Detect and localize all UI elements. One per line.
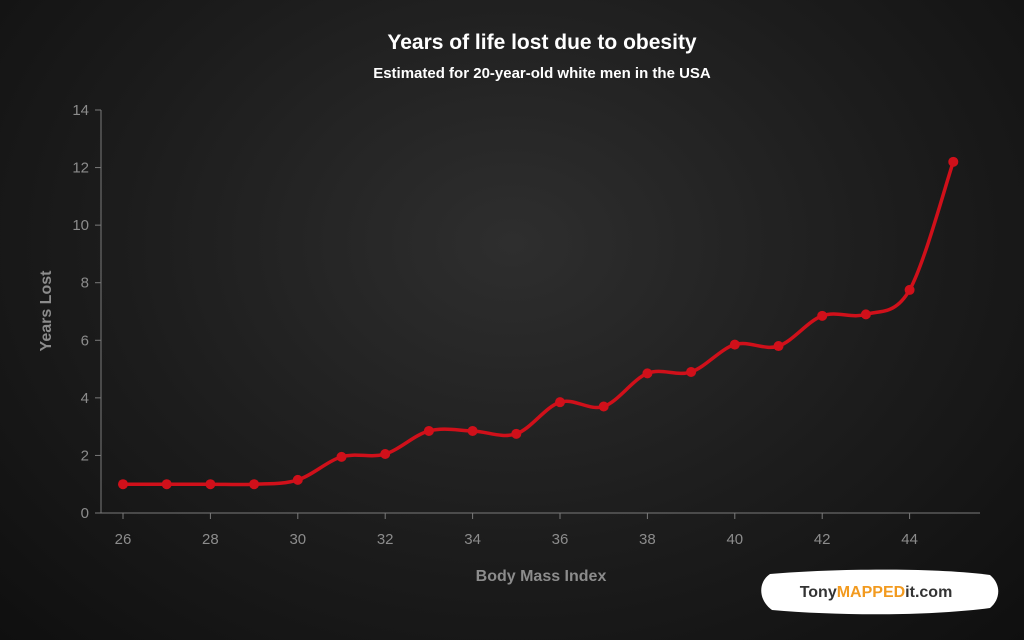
data-point	[555, 397, 565, 408]
data-point	[860, 309, 871, 320]
data-point	[598, 401, 609, 412]
y-tick-label: 8	[81, 275, 89, 292]
data-point	[161, 479, 172, 490]
logo: TonyMAPPEDit.com	[761, 569, 999, 615]
data-point	[423, 425, 434, 436]
y-tick-label: 10	[72, 217, 89, 234]
data-point	[336, 451, 347, 462]
y-tick-label: 0	[81, 505, 89, 522]
y-axis-title: Years Lost	[38, 270, 55, 352]
chart-title: Years of life lost due to obesity	[387, 31, 697, 54]
x-tick-label: 42	[814, 531, 831, 548]
y-tick-label: 14	[72, 102, 89, 119]
logo-text-part3: it.com	[905, 584, 952, 601]
data-point	[773, 341, 784, 352]
logo-text-part1: Tony	[800, 584, 837, 601]
logo-text-part2: MAPPED	[837, 584, 905, 601]
data-point	[467, 425, 478, 436]
x-tick-label: 32	[377, 531, 394, 548]
data-point	[948, 156, 959, 167]
data-point	[642, 368, 653, 379]
x-tick-label: 26	[115, 531, 132, 548]
data-point	[511, 428, 522, 439]
axes: 0 2 4 6 8 10 12 14 26 28 30 32 34 36 38 40 42 44	[72, 102, 980, 548]
data-point	[817, 310, 828, 321]
data-point	[380, 448, 391, 459]
x-tick-label: 30	[289, 531, 306, 548]
point-layer	[118, 156, 959, 490]
data-point	[292, 474, 303, 485]
data-point	[249, 479, 260, 490]
y-tick-label: 6	[81, 332, 89, 349]
x-tick-label: 44	[901, 531, 918, 548]
data-point	[205, 479, 216, 490]
y-tick-label: 2	[81, 447, 89, 464]
logo-text: TonyMAPPEDit.com	[800, 584, 953, 601]
data-point	[904, 284, 915, 295]
data-point	[686, 366, 697, 377]
x-tick-label: 34	[464, 531, 481, 548]
chart-subtitle: Estimated for 20-year-old white men in t…	[373, 65, 711, 82]
x-tick-label: 38	[639, 531, 656, 548]
y-tick-label: 12	[72, 160, 89, 177]
data-point	[118, 479, 128, 490]
y-tick-label: 4	[81, 390, 89, 407]
data-point	[729, 339, 740, 350]
line-layer	[121, 160, 956, 487]
series-line	[121, 160, 956, 487]
x-axis-title: Body Mass Index	[476, 568, 607, 585]
logo-badge	[761, 569, 999, 615]
x-tick-label: 40	[726, 531, 743, 548]
x-tick-label: 28	[202, 531, 219, 548]
x-tick-label: 36	[552, 531, 569, 548]
